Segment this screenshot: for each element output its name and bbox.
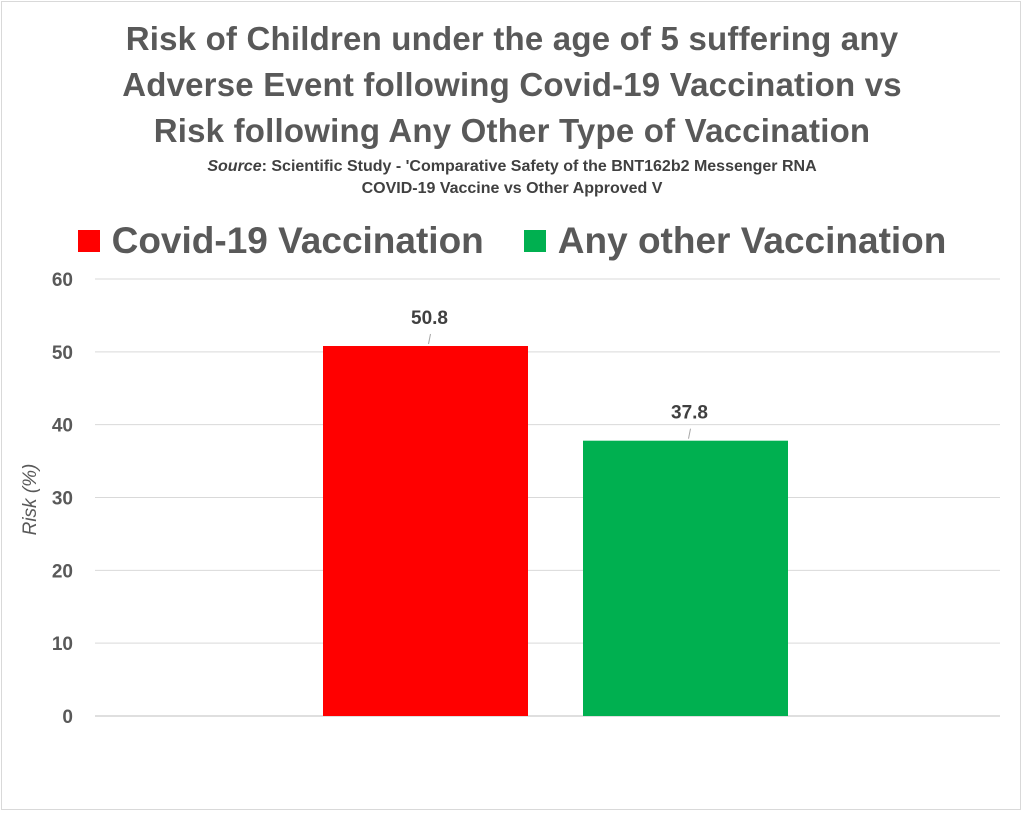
source-label: Source	[207, 158, 262, 175]
y-tick-label: 60	[52, 270, 73, 291]
legend-swatch-other	[523, 230, 546, 252]
data-label-leader	[428, 333, 431, 345]
y-axis-label: Risk (%)	[20, 464, 41, 536]
legend-swatch-covid	[77, 230, 100, 252]
bar	[583, 440, 788, 716]
legend-label-other: Any other Vaccination	[557, 220, 947, 261]
legend-item-covid: Covid-19 Vaccination	[77, 218, 484, 264]
y-tick-label: 0	[62, 707, 73, 728]
chart-title-block: Risk of Children under the age of 5 suff…	[0, 16, 1024, 200]
bar	[323, 346, 528, 716]
data-label: 37.8	[671, 403, 708, 424]
y-tick-label: 10	[52, 634, 73, 655]
data-label-leader	[688, 428, 691, 439]
chart-title-line-1: Risk of Children under the age of 5 suff…	[125, 20, 899, 57]
y-tick-label: 20	[52, 561, 73, 582]
chart-source: Source: Scientific Study - 'Comparative …	[0, 156, 1024, 200]
legend-item-other: Any other Vaccination	[523, 218, 947, 264]
chart-title-line-2: Adverse Event following Covid-19 Vaccina…	[122, 66, 902, 103]
chart-legend: Covid-19 Vaccination Any other Vaccinati…	[0, 218, 1024, 264]
source-text-line-1: : Scientific Study - 'Comparative Safety…	[261, 158, 817, 175]
data-label: 50.8	[411, 308, 448, 329]
y-tick-label: 30	[52, 489, 73, 510]
chart-title-line-3: Risk following Any Other Type of Vaccina…	[153, 112, 871, 149]
source-text-line-2: COVID-19 Vaccine vs Other Approved V	[361, 180, 663, 197]
y-tick-label: 40	[52, 416, 73, 437]
y-tick-label: 50	[52, 343, 73, 364]
legend-label-covid: Covid-19 Vaccination	[111, 220, 484, 261]
